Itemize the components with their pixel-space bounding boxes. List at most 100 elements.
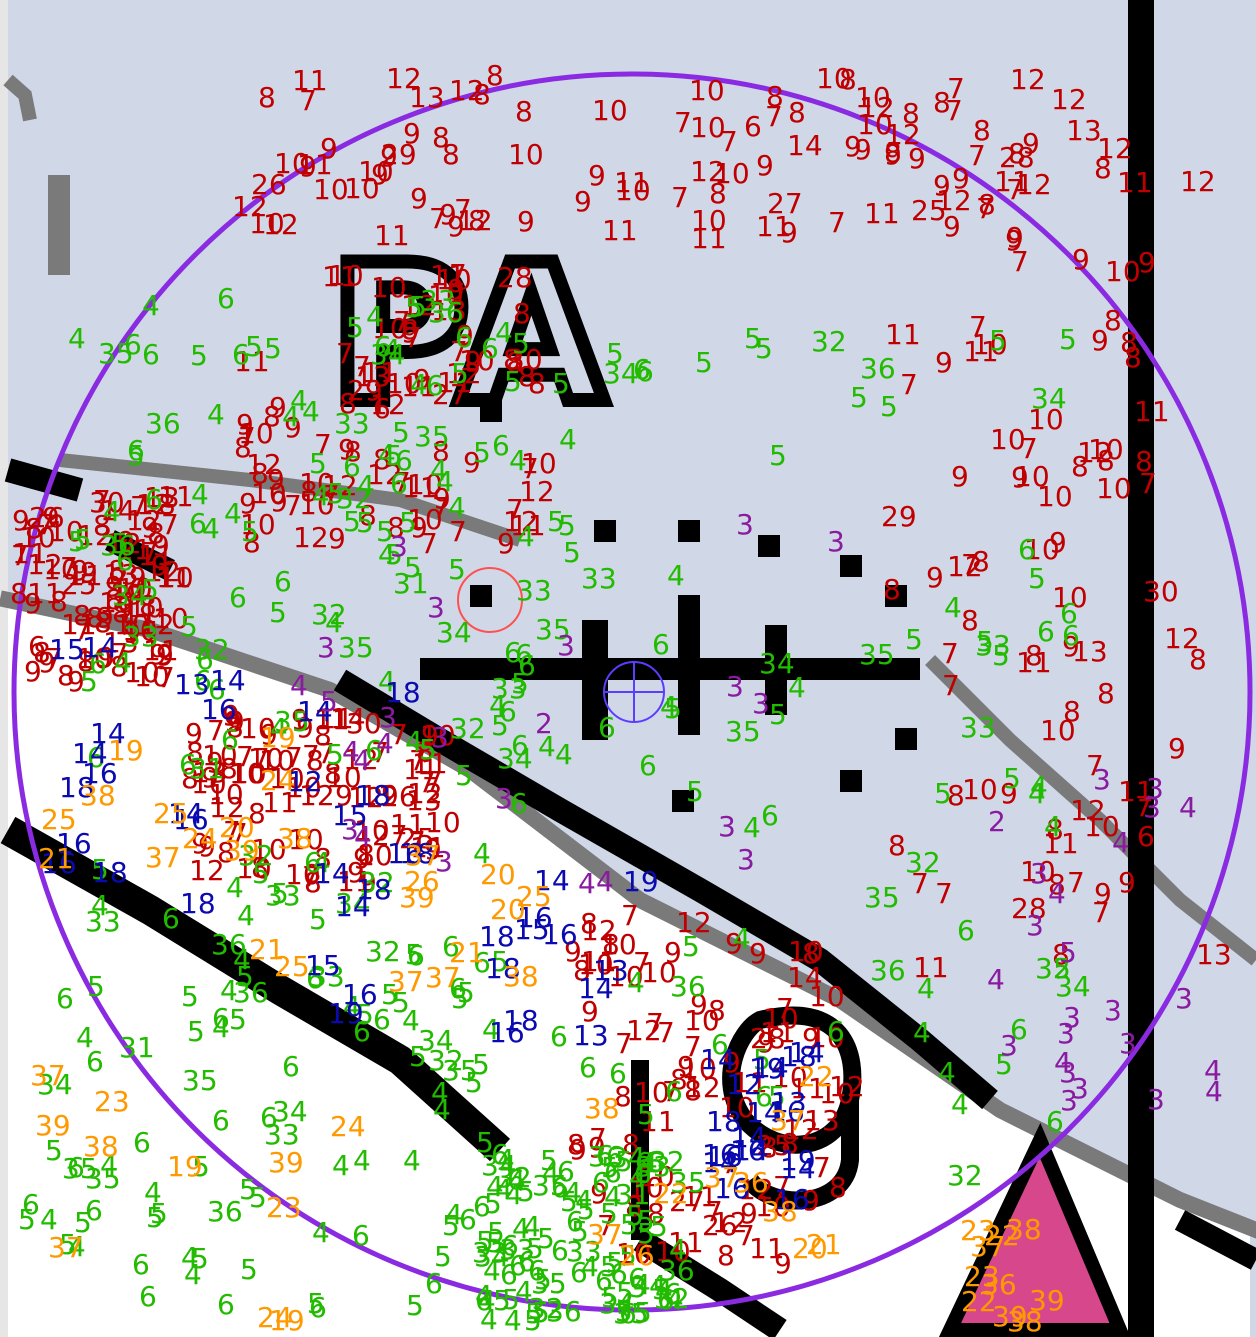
blue-depth-label: 13 [593, 954, 629, 987]
red-depth-label: 9 [198, 830, 216, 863]
green-depth-label: 5 [769, 439, 787, 472]
green-depth-label: 5 [526, 1232, 544, 1265]
red-depth-label: 9 [844, 130, 862, 163]
red-depth-label: 27 [372, 819, 408, 852]
green-depth-label: 5 [392, 986, 410, 1019]
red-depth-label: 9 [774, 1247, 792, 1280]
green-depth-label: 5 [487, 1216, 505, 1249]
blue-depth-label: 16 [769, 1095, 805, 1128]
green-depth-label: 36 [233, 976, 269, 1009]
red-depth-label: 27 [767, 187, 803, 220]
green-depth-label: 5 [577, 1193, 595, 1226]
green-depth-label: 4 [913, 1016, 931, 1049]
red-depth-label: 8 [314, 842, 332, 875]
green-depth-label: 6 [646, 1146, 664, 1179]
red-depth-label: 9 [335, 779, 353, 812]
green-depth-label: 4 [436, 465, 454, 498]
red-depth-label: 14 [787, 129, 823, 162]
red-depth-label: 7 [589, 1122, 607, 1155]
red-depth-label: 10 [358, 155, 394, 188]
green-depth-label: 6 [304, 846, 322, 879]
green-depth-label: 35 [338, 631, 374, 664]
red-depth-label: 9 [224, 705, 242, 738]
red-depth-label: 8 [251, 457, 269, 490]
green-depth-label: 5 [560, 1185, 578, 1218]
blue-depth-label: 16 [201, 693, 237, 726]
blue-depth-label: 18 [385, 676, 421, 709]
diagonal-road-1 [0, 816, 511, 1162]
green-depth-label: 4 [226, 871, 244, 904]
red-depth-label: 8 [314, 719, 332, 752]
green-depth-label: 4 [353, 1144, 371, 1177]
red-depth-label: 12 [859, 91, 895, 124]
green-depth-label: 4 [660, 690, 678, 723]
purple-depth-label: 3 [1057, 1017, 1075, 1050]
green-depth-label: 5 [192, 1150, 210, 1183]
target-marker-blue[interactable] [603, 661, 665, 723]
red-depth-label: 11 [27, 577, 63, 610]
red-depth-label: 12 [370, 388, 406, 421]
red-depth-label: 9 [517, 205, 535, 238]
green-depth-label: 6 [550, 1020, 568, 1053]
green-depth-label: 5 [442, 1209, 460, 1242]
red-depth-label: 11 [760, 1016, 796, 1049]
green-depth-label: 6 [596, 1139, 614, 1172]
orange-depth-label: 20 [490, 893, 526, 926]
red-depth-label: 12 [1070, 794, 1106, 827]
red-depth-label: 13 [144, 481, 180, 514]
green-depth-label: 4 [489, 689, 507, 722]
green-depth-label: 33 [960, 711, 996, 744]
green-depth-label: 34 [481, 1149, 517, 1182]
red-depth-label: 7 [947, 72, 965, 105]
red-depth-label: 12 [449, 74, 485, 107]
red-depth-label: 12 [712, 1206, 748, 1239]
red-depth-label: 8 [226, 711, 244, 744]
green-depth-label: 4 [515, 1275, 533, 1308]
green-depth-label: 4 [944, 591, 962, 624]
green-depth-label: 5 [686, 775, 704, 808]
red-depth-label: 9 [581, 995, 599, 1028]
red-depth-label: 8 [1120, 326, 1138, 359]
green-depth-label: 36 [870, 954, 906, 987]
red-depth-label: 9 [725, 927, 743, 960]
blue-depth-label: 14 [753, 1051, 789, 1084]
green-depth-label: 6 [509, 1249, 527, 1282]
green-depth-label: 4 [433, 1093, 451, 1126]
red-depth-label: 10 [1105, 255, 1141, 288]
search-circle[interactable] [11, 71, 1253, 1313]
red-depth-label: 8 [243, 526, 261, 559]
green-depth-label: 4 [667, 559, 685, 592]
red-depth-label: 7 [236, 740, 254, 773]
red-depth-label: 11 [756, 210, 792, 243]
red-depth-label: 9 [222, 699, 240, 732]
red-depth-label: 7 [285, 741, 303, 774]
orange-depth-label: 20 [219, 811, 255, 844]
green-depth-label: 4 [508, 1164, 526, 1197]
red-depth-label: 9 [757, 1026, 775, 1059]
orange-depth-label: 37 [704, 1161, 740, 1194]
red-depth-label: 12 [519, 475, 555, 508]
red-depth-label: 7 [671, 181, 689, 214]
red-depth-label: 11 [994, 165, 1030, 198]
red-depth-label: 8 [1046, 813, 1064, 846]
blue-depth-label: 18 [485, 952, 521, 985]
vertical-road [1128, 0, 1154, 1337]
green-depth-label: 33 [472, 1236, 508, 1269]
green-depth-label: 32 [905, 846, 941, 879]
red-depth-label: 7 [646, 1007, 664, 1040]
green-depth-label: 4 [1044, 810, 1062, 843]
red-depth-label: 11 [158, 480, 194, 513]
green-depth-label: 4 [332, 1149, 350, 1182]
green-depth-label: 5 [141, 573, 159, 606]
red-depth-label: 9 [80, 556, 98, 589]
red-depth-label: 7 [737, 1219, 755, 1252]
purple-depth-label: 5 [320, 685, 338, 718]
green-depth-label: 5 [399, 506, 417, 539]
green-depth-label: 5 [191, 1242, 209, 1275]
red-depth-label: 11 [401, 370, 437, 403]
target-marker-red[interactable] [457, 567, 523, 633]
orange-depth-label: 37 [587, 1218, 623, 1251]
red-depth-label: 10 [616, 1237, 652, 1270]
green-depth-label: 6 [426, 369, 444, 402]
